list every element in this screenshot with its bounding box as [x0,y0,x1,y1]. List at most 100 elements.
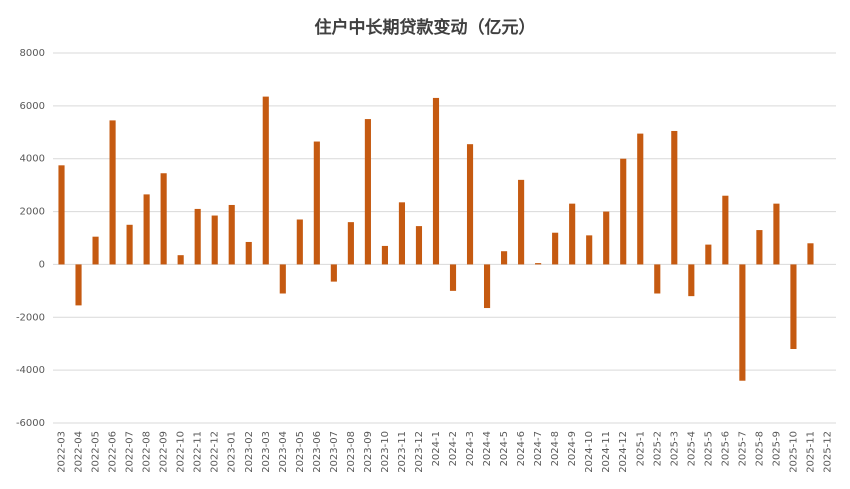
x-tick-label: 2022-11 [193,431,204,473]
x-tick-label: 2025-7 [737,431,748,466]
bar [245,241,252,265]
x-tick-label: 2025-3 [669,431,680,466]
bar [586,235,593,265]
x-tick-label: 2024-11 [601,431,612,473]
bar [279,264,286,294]
x-tick-label: 2024-1 [431,431,442,466]
x-tick-label: 2023-06 [312,431,323,473]
bar [790,264,797,349]
x-tick-label: 2023-11 [397,431,408,473]
x-tick-label: 2025-5 [703,431,714,466]
x-tick-label: 2022-09 [159,431,170,473]
bar [415,226,423,265]
y-tick-label: 8000 [20,48,45,59]
y-tick-label: 4000 [20,154,45,165]
bar [739,264,746,381]
bar [432,97,440,265]
bar [705,244,712,265]
x-tick-label: 2025-1 [635,431,646,466]
bar [620,158,627,265]
bar [654,264,661,294]
y-tick-label: -4000 [16,365,45,376]
x-tick-label: 2023-02 [244,431,255,473]
y-tick-label: -2000 [16,312,45,323]
x-tick-label: 2023-10 [380,431,391,473]
bar [58,165,65,265]
x-tick-label: 2023-08 [346,431,357,473]
x-tick-label: 2025-8 [754,431,765,466]
x-tick-label: 2023-07 [329,431,340,473]
x-tick-label: 2023-12 [414,431,425,473]
bar [603,211,610,265]
bar [466,144,474,265]
x-tick-label: 2024-6 [516,431,527,466]
x-tick-label: 2024-9 [567,431,578,466]
bar [160,173,167,265]
bar [501,251,508,265]
bar [92,236,99,265]
x-tick-label: 2025-12 [822,431,833,473]
x-tick-label: 2022-05 [91,431,102,473]
bar [262,96,269,265]
bar [756,230,763,265]
x-tick-label: 2024-7 [533,431,544,466]
x-tick-label: 2025-6 [720,431,731,466]
y-tick-label: 0 [39,259,45,270]
bar [483,264,491,309]
bar [381,245,388,265]
bar [109,120,116,265]
bar [807,243,814,265]
x-tick-label: 2025-4 [686,431,697,466]
bar [449,264,457,291]
x-tick-label: 2024-5 [499,431,510,466]
bar [228,204,235,265]
x-tick-label: 2024-3 [465,431,476,466]
bar [637,133,644,265]
x-tick-label: 2022-06 [108,431,119,473]
x-tick-label: 2024-2 [448,431,459,466]
x-tick-label: 2023-03 [261,431,272,473]
bar [194,208,201,265]
x-tick-label: 2022-08 [142,431,153,473]
x-tick-label: 2024-8 [550,431,561,466]
bar [347,222,354,265]
bar [211,215,218,265]
bar [398,202,406,265]
bar [773,203,780,265]
bar [722,195,729,265]
bar [177,255,184,265]
bar [75,264,82,306]
x-tick-label: 2022-03 [57,431,68,473]
x-tick-label: 2023-05 [295,431,306,473]
x-tick-label: 2023-01 [227,431,238,473]
x-tick-label: 2024-12 [618,431,629,473]
bar [296,219,303,265]
x-tick-label: 2024-4 [482,431,493,466]
x-tick-label: 2025-9 [771,431,782,466]
bar [364,119,371,265]
bar [552,232,559,265]
bar [313,141,320,265]
bar [688,264,695,297]
y-tick-label: 2000 [20,207,45,218]
x-tick-label: 2025-10 [788,431,799,473]
bar [671,130,678,265]
x-tick-label: 2025-2 [652,431,663,466]
x-tick-label: 2025-11 [805,431,816,473]
bar [569,203,576,265]
chart-title: 住户中长期贷款变动（亿元） [315,17,536,38]
bar [126,224,133,265]
bar [535,263,542,265]
bar [143,194,150,265]
bar [518,179,525,265]
x-tick-label: 2023-09 [363,431,374,473]
x-tick-label: 2022-07 [125,431,136,473]
x-tick-label: 2024-10 [584,431,595,473]
bar [330,264,337,282]
y-tick-label: -6000 [16,418,45,429]
x-tick-label: 2022-12 [210,431,221,473]
y-tick-label: 6000 [20,101,45,112]
x-tick-label: 2022-04 [74,431,85,473]
x-tick-label: 2022-10 [176,431,187,473]
